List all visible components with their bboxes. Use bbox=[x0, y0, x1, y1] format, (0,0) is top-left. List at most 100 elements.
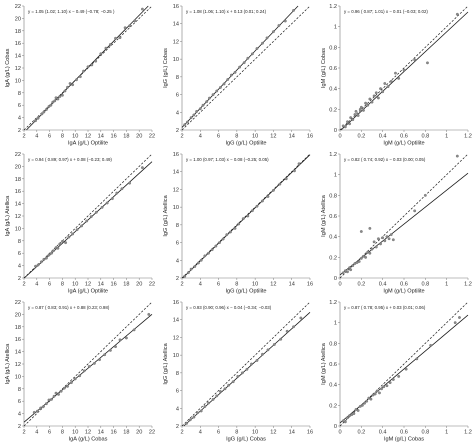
x-tick-label: 22 bbox=[149, 282, 155, 288]
x-tick-label: 22 bbox=[149, 430, 155, 436]
y-tick-label: 8 bbox=[176, 371, 179, 377]
x-tick-label: 2 bbox=[22, 282, 25, 288]
data-point bbox=[229, 230, 232, 234]
data-point bbox=[226, 78, 230, 81]
regression-equation: y = 1.00 (0.97; 1.03) x − 0.08 (−0.25; 0… bbox=[186, 157, 269, 162]
x-tick-label: 8 bbox=[235, 430, 238, 436]
data-point bbox=[261, 352, 264, 356]
data-point bbox=[221, 237, 225, 241]
x-tick-label: 10 bbox=[252, 282, 258, 288]
x-tick-label: 14 bbox=[289, 282, 295, 288]
y-tick-label: 6 bbox=[18, 251, 21, 257]
data-point bbox=[53, 99, 57, 103]
x-axis-label: IgM (g/L) Optilite bbox=[383, 289, 424, 295]
y-tick-label: 10 bbox=[15, 374, 21, 380]
x-tick-label: 16 bbox=[307, 430, 313, 436]
data-point bbox=[361, 403, 364, 407]
data-point bbox=[71, 83, 75, 87]
y-tick-label: 20 bbox=[15, 164, 21, 170]
x-tick-label: 0.4 bbox=[379, 134, 387, 140]
x-tick-label: 12 bbox=[270, 134, 276, 140]
x-tick-label: 8 bbox=[61, 134, 64, 140]
y-tick-label: 10 bbox=[15, 78, 21, 84]
data-point bbox=[208, 96, 211, 100]
data-point bbox=[94, 210, 98, 214]
y-tick-label: 0.2 bbox=[329, 255, 337, 261]
y-tick-label: 0.4 bbox=[329, 87, 337, 93]
data-point bbox=[299, 316, 303, 320]
y-axis-label: IgA (g/L) Atellica bbox=[5, 343, 11, 384]
data-point bbox=[193, 265, 197, 268]
y-tick-label: 16 bbox=[173, 152, 179, 158]
y-tick-label: 1.2 bbox=[329, 300, 337, 306]
data-point bbox=[389, 80, 393, 83]
y-tick-label: 2 bbox=[176, 424, 179, 430]
data-point bbox=[385, 235, 389, 239]
data-point bbox=[284, 177, 288, 181]
data-point bbox=[229, 73, 233, 77]
data-point bbox=[426, 61, 429, 65]
data-point bbox=[199, 409, 203, 413]
data-point bbox=[377, 96, 380, 100]
regression-equation: y = 0.94 ( 0.89; 0.97) x + 0.08 (−0.23; … bbox=[28, 157, 112, 162]
data-point bbox=[69, 381, 73, 384]
y-tick-label: 6 bbox=[176, 93, 179, 99]
data-point bbox=[71, 232, 75, 236]
data-point bbox=[197, 261, 200, 265]
data-point bbox=[61, 93, 64, 97]
data-point bbox=[54, 96, 58, 100]
y-tick-label: 12 bbox=[173, 187, 179, 193]
data-point bbox=[372, 94, 376, 98]
data-point bbox=[128, 181, 132, 185]
y-tick-label: 0.6 bbox=[329, 66, 337, 72]
y-tick-label: 12 bbox=[15, 66, 21, 72]
x-tick-label: 8 bbox=[61, 430, 64, 436]
identity-line bbox=[181, 153, 311, 279]
y-tick-label: 8 bbox=[176, 75, 179, 81]
data-point bbox=[133, 19, 137, 23]
data-point bbox=[183, 274, 187, 278]
data-point bbox=[368, 251, 372, 255]
x-tick-label: 14 bbox=[98, 430, 104, 436]
data-point bbox=[56, 246, 60, 250]
data-point bbox=[233, 71, 237, 74]
regression-equation: y = 1.05 (1.02; 1.10) x − 0.49 (−0.78; −… bbox=[28, 9, 115, 14]
data-point bbox=[285, 329, 289, 333]
x-tick-label: 4 bbox=[199, 134, 202, 140]
x-tick-label: 14 bbox=[289, 430, 295, 436]
data-point bbox=[211, 398, 215, 401]
data-point bbox=[380, 387, 383, 391]
data-point bbox=[363, 401, 366, 405]
regression-line bbox=[182, 154, 311, 279]
y-axis-label: IgM (g/L) Cobas bbox=[321, 48, 327, 88]
data-point bbox=[261, 41, 264, 45]
data-point bbox=[458, 316, 461, 319]
data-point bbox=[272, 343, 276, 346]
data-point bbox=[222, 82, 226, 86]
data-point bbox=[359, 256, 363, 260]
data-point bbox=[231, 380, 235, 384]
identity-line bbox=[339, 153, 469, 279]
regression-equation: y = 0.82 ( 0.74; 0.92) x − 0.03 (0.00; 0… bbox=[344, 157, 426, 162]
x-tick-label: 22 bbox=[149, 134, 155, 140]
data-point bbox=[391, 238, 395, 242]
data-point bbox=[90, 63, 94, 67]
x-tick-label: 4 bbox=[35, 282, 38, 288]
data-point bbox=[34, 119, 37, 123]
data-point bbox=[402, 68, 406, 72]
data-point bbox=[255, 359, 259, 362]
data-point bbox=[413, 58, 417, 62]
x-tick-label: 4 bbox=[199, 282, 202, 288]
data-point bbox=[120, 187, 124, 191]
data-point bbox=[82, 369, 86, 373]
x-tick-label: 4 bbox=[35, 430, 38, 436]
data-point bbox=[223, 387, 227, 391]
data-point bbox=[236, 375, 240, 378]
y-axis-label: IgG (g/L) Atellica bbox=[163, 194, 169, 236]
data-point bbox=[103, 353, 107, 357]
chart-panel-iga-cobas-atellica: 2 4 6 8 10 12 14 16 18 20 22 2 4 6 8 10 12 14 16 18 20 22 IgA … bbox=[0, 296, 158, 444]
x-tick-label: 0.4 bbox=[379, 282, 387, 288]
data-point bbox=[423, 193, 427, 197]
data-point bbox=[114, 36, 117, 40]
